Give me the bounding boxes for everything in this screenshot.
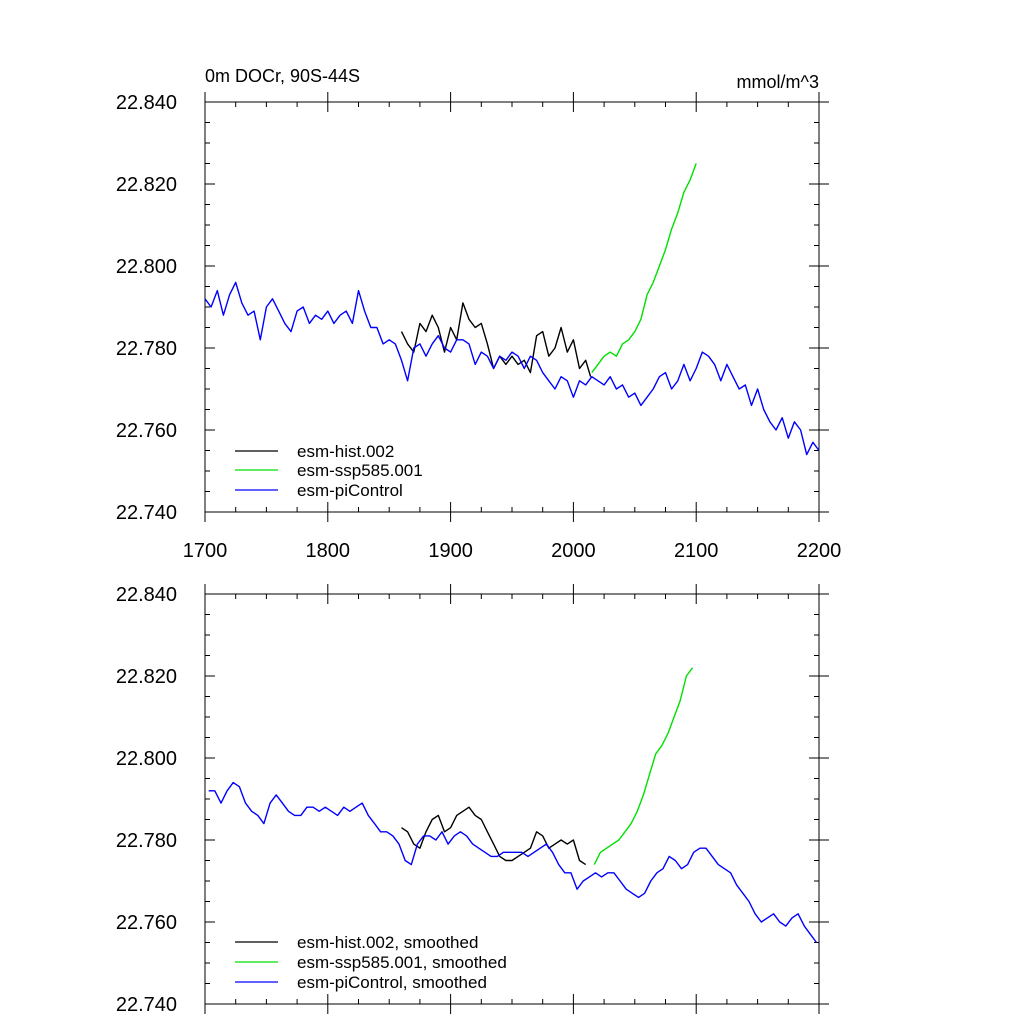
top-ssp585-line bbox=[591, 163, 697, 374]
top-legend-label-hist: esm-hist.002 bbox=[297, 442, 394, 461]
top-legend-label-picontrol: esm-piControl bbox=[297, 481, 403, 500]
bottom-legend-label-hist: esm-hist.002, smoothed bbox=[297, 933, 478, 952]
bottom-legend-label-picontrol: esm-piControl, smoothed bbox=[297, 973, 487, 992]
bottom-legend: esm-hist.002, smoothed esm-ssp585.001, s… bbox=[235, 933, 507, 992]
top-x-tick-label: 2100 bbox=[674, 540, 719, 562]
bottom-y-tick-label: 22.740 bbox=[116, 994, 177, 1016]
bottom-y-tick-label: 22.760 bbox=[116, 912, 177, 934]
top-x-tick-label: 1800 bbox=[306, 540, 351, 562]
bottom-y-tick-label: 22.820 bbox=[116, 666, 177, 688]
bottom-y-tick-label: 22.780 bbox=[116, 830, 177, 852]
top-x-tick-label: 2200 bbox=[797, 540, 842, 562]
top-ticks: 1700 1800 1900 2000 2100 2200 22.740 22.760 22.7… bbox=[116, 92, 841, 562]
top-y-tick-label: 22.740 bbox=[116, 502, 177, 524]
bottom-ticks: 22.740 22.760 22.780 22.800 22.820 22.840 bbox=[116, 584, 829, 1016]
top-x-tick-label: 1700 bbox=[183, 540, 228, 562]
top-legend-label-ssp585: esm-ssp585.001 bbox=[297, 461, 423, 480]
top-y-tick-label: 22.840 bbox=[116, 92, 177, 114]
bottom-legend-label-ssp585: esm-ssp585.001, smoothed bbox=[297, 953, 507, 972]
top-y-tick-label: 22.820 bbox=[116, 174, 177, 196]
top-picontrol-line bbox=[204, 281, 820, 456]
bottom-series-lines bbox=[208, 667, 818, 943]
top-y-tick-label: 22.780 bbox=[116, 338, 177, 360]
top-x-tick-label: 1900 bbox=[428, 540, 473, 562]
bottom-hist-line bbox=[401, 806, 587, 866]
bottom-picontrol-line bbox=[208, 781, 818, 943]
top-y-tick-label: 22.760 bbox=[116, 420, 177, 442]
top-panel-units: mmol/m^3 bbox=[737, 72, 819, 92]
top-panel: 0m DOCr, 90S-44S mmol/m^3 1700 1800 1900 20… bbox=[116, 66, 841, 562]
top-y-tick-label: 22.800 bbox=[116, 256, 177, 278]
bottom-ssp585-line bbox=[593, 667, 694, 865]
top-legend: esm-hist.002 esm-ssp585.001 esm-piContro… bbox=[235, 442, 423, 500]
bottom-y-tick-label: 22.800 bbox=[116, 748, 177, 770]
top-hist-line bbox=[400, 302, 592, 377]
bottom-y-tick-label: 22.840 bbox=[116, 584, 177, 606]
bottom-panel: 22.740 22.760 22.780 22.800 22.820 22.840 esm… bbox=[116, 584, 829, 1016]
top-series-lines bbox=[204, 163, 820, 456]
top-panel-title: 0m DOCr, 90S-44S bbox=[205, 66, 360, 86]
top-x-tick-label: 2000 bbox=[551, 540, 596, 562]
